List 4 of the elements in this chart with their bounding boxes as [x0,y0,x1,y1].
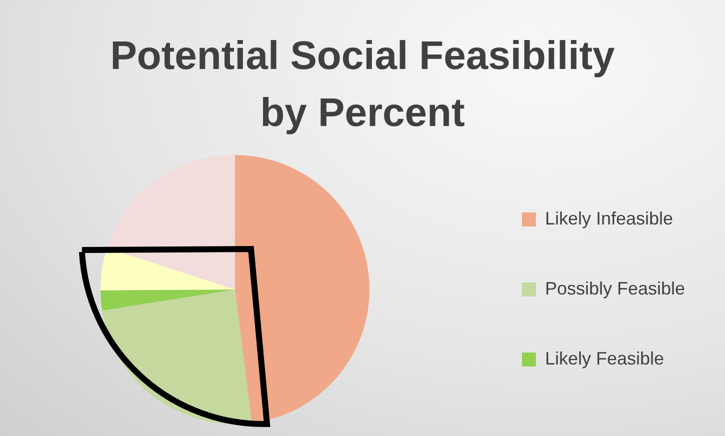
legend-label: Possibly Feasible [544,278,685,298]
chart-title: Potential Social Feasibility by Percent [109,33,616,137]
legend-label: Likely Infeasible [544,208,674,228]
legend-label: Likely Feasible [544,348,664,368]
